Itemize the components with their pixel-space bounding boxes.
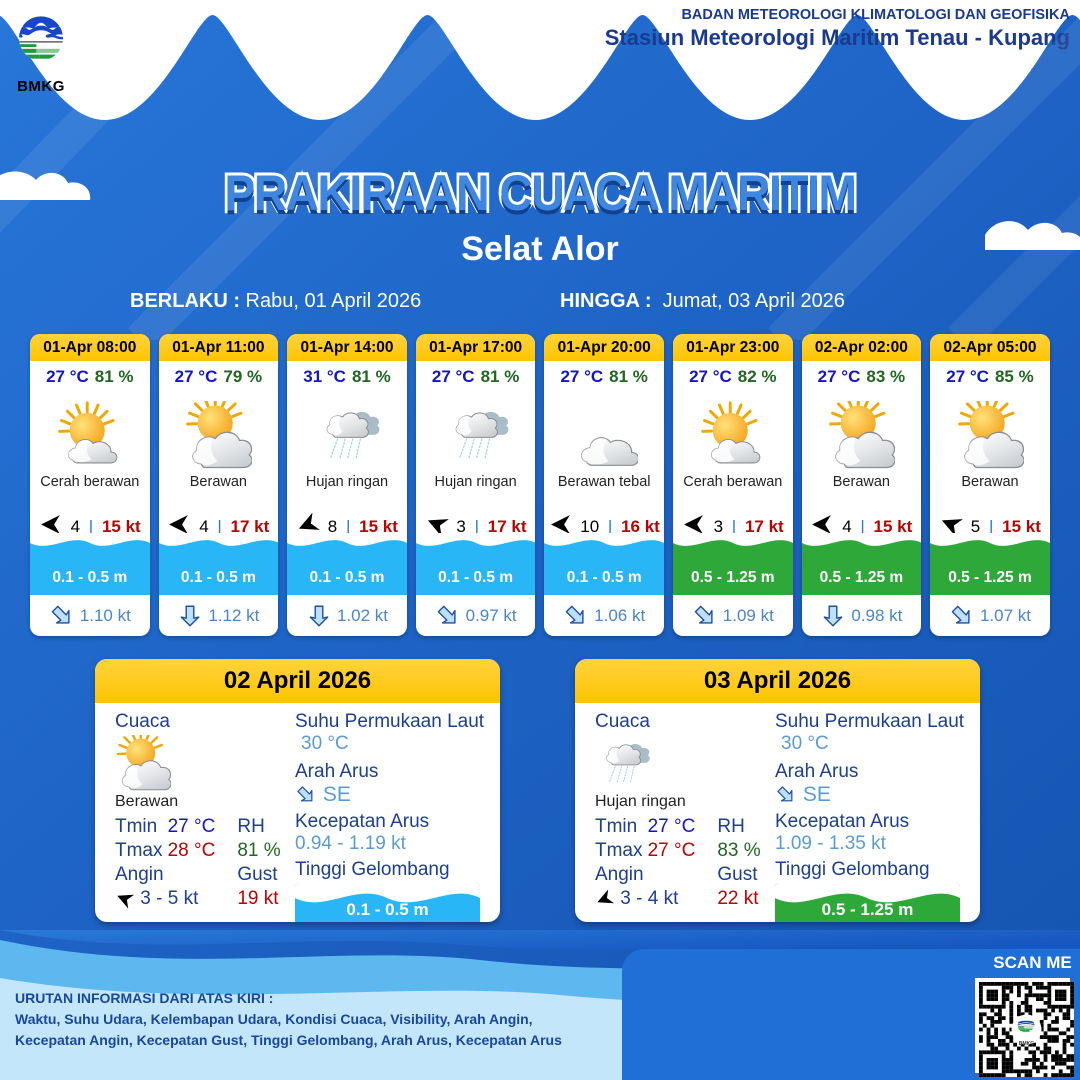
svg-text:BMKG: BMKG (1019, 1041, 1034, 1047)
